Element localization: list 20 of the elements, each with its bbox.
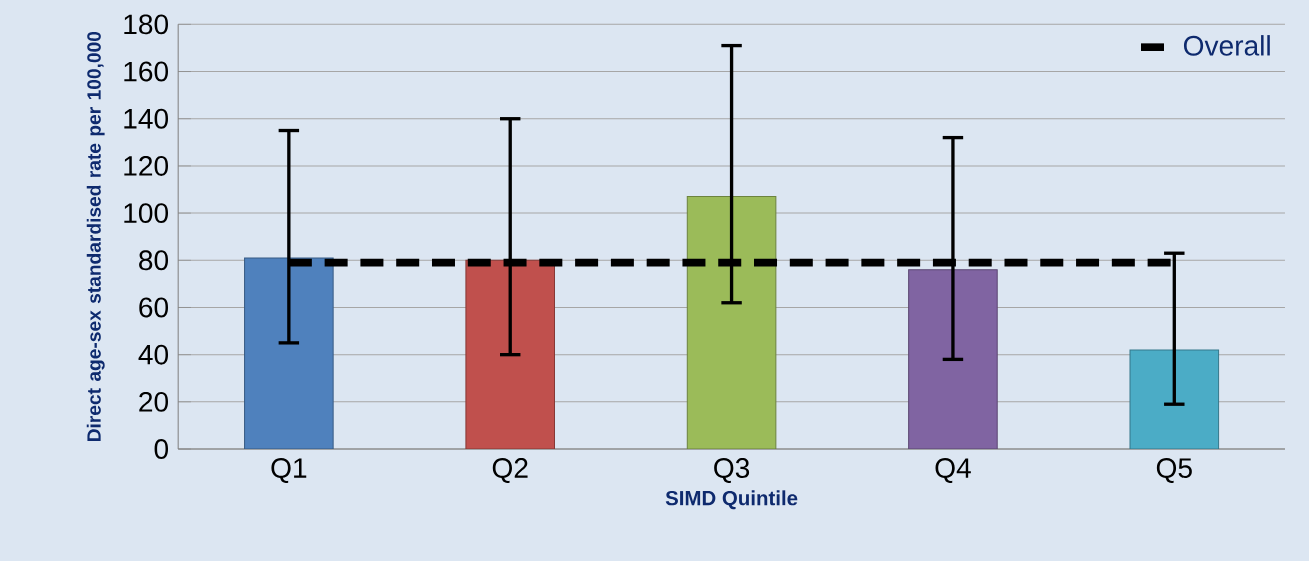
y-tick-label: 20	[139, 391, 169, 412]
y-tick-label: 140	[124, 108, 169, 129]
x-tick-label: Q1	[271, 458, 307, 483]
y-tick-label: 120	[124, 155, 169, 176]
x-axis-title: SIMD Quintile	[665, 490, 798, 510]
y-tick-label: 40	[138, 344, 169, 365]
x-tick-label: Q3	[714, 458, 750, 483]
y-tick-label: 0	[154, 439, 169, 459]
y-tick-label: 180	[124, 14, 169, 35]
y-tick-label: 160	[124, 61, 169, 82]
y-tick-label: 80	[139, 250, 169, 271]
bar	[465, 259, 556, 450]
y-tick-label: 100	[124, 203, 169, 224]
y-axis-title: Direct age-sex standardised rate per 100,000	[86, 31, 105, 442]
x-tick-label: Q5	[1156, 458, 1192, 483]
bar	[686, 196, 777, 450]
x-tick-label: Q2	[492, 458, 528, 483]
x-tick-label: Q4	[935, 458, 971, 483]
legend-label: Overall	[1183, 35, 1270, 56]
y-tick-label: 60	[139, 297, 169, 318]
